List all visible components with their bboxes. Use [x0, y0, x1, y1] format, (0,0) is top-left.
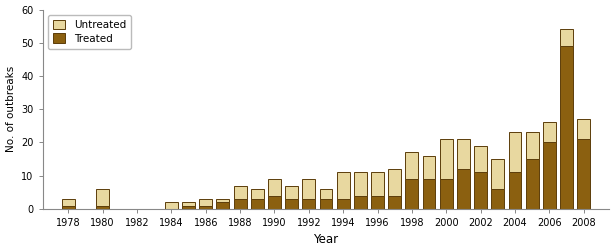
Bar: [234, 186, 247, 199]
Bar: [320, 199, 333, 209]
Bar: [285, 199, 298, 209]
Bar: [388, 169, 401, 196]
Bar: [474, 172, 487, 209]
Bar: [285, 186, 298, 199]
Bar: [491, 159, 504, 189]
Bar: [577, 139, 590, 209]
Bar: [526, 159, 539, 209]
Bar: [371, 172, 384, 196]
Bar: [509, 133, 522, 172]
Bar: [199, 199, 212, 206]
Bar: [96, 189, 109, 206]
Bar: [62, 199, 75, 206]
X-axis label: Year: Year: [314, 233, 338, 246]
Bar: [423, 179, 435, 209]
Bar: [491, 189, 504, 209]
Bar: [543, 142, 556, 209]
Bar: [320, 189, 333, 199]
Bar: [234, 199, 247, 209]
Y-axis label: No. of outbreaks: No. of outbreaks: [6, 66, 15, 152]
Bar: [96, 206, 109, 209]
Bar: [182, 206, 195, 209]
Bar: [354, 172, 367, 196]
Bar: [440, 139, 453, 179]
Bar: [62, 206, 75, 209]
Bar: [337, 172, 349, 199]
Bar: [543, 122, 556, 142]
Bar: [216, 199, 229, 202]
Bar: [165, 202, 178, 209]
Bar: [423, 156, 435, 179]
Bar: [182, 202, 195, 206]
Legend: Untreated, Treated: Untreated, Treated: [48, 15, 131, 49]
Bar: [526, 133, 539, 159]
Bar: [474, 146, 487, 172]
Bar: [268, 196, 281, 209]
Bar: [303, 179, 315, 199]
Bar: [440, 179, 453, 209]
Bar: [303, 199, 315, 209]
Bar: [560, 29, 573, 46]
Bar: [251, 189, 264, 199]
Bar: [216, 202, 229, 209]
Bar: [268, 179, 281, 196]
Bar: [560, 46, 573, 209]
Bar: [577, 119, 590, 139]
Bar: [199, 206, 212, 209]
Bar: [388, 196, 401, 209]
Bar: [251, 199, 264, 209]
Bar: [337, 199, 349, 209]
Bar: [457, 139, 470, 169]
Bar: [509, 172, 522, 209]
Bar: [405, 179, 418, 209]
Bar: [457, 169, 470, 209]
Bar: [354, 196, 367, 209]
Bar: [371, 196, 384, 209]
Bar: [405, 152, 418, 179]
